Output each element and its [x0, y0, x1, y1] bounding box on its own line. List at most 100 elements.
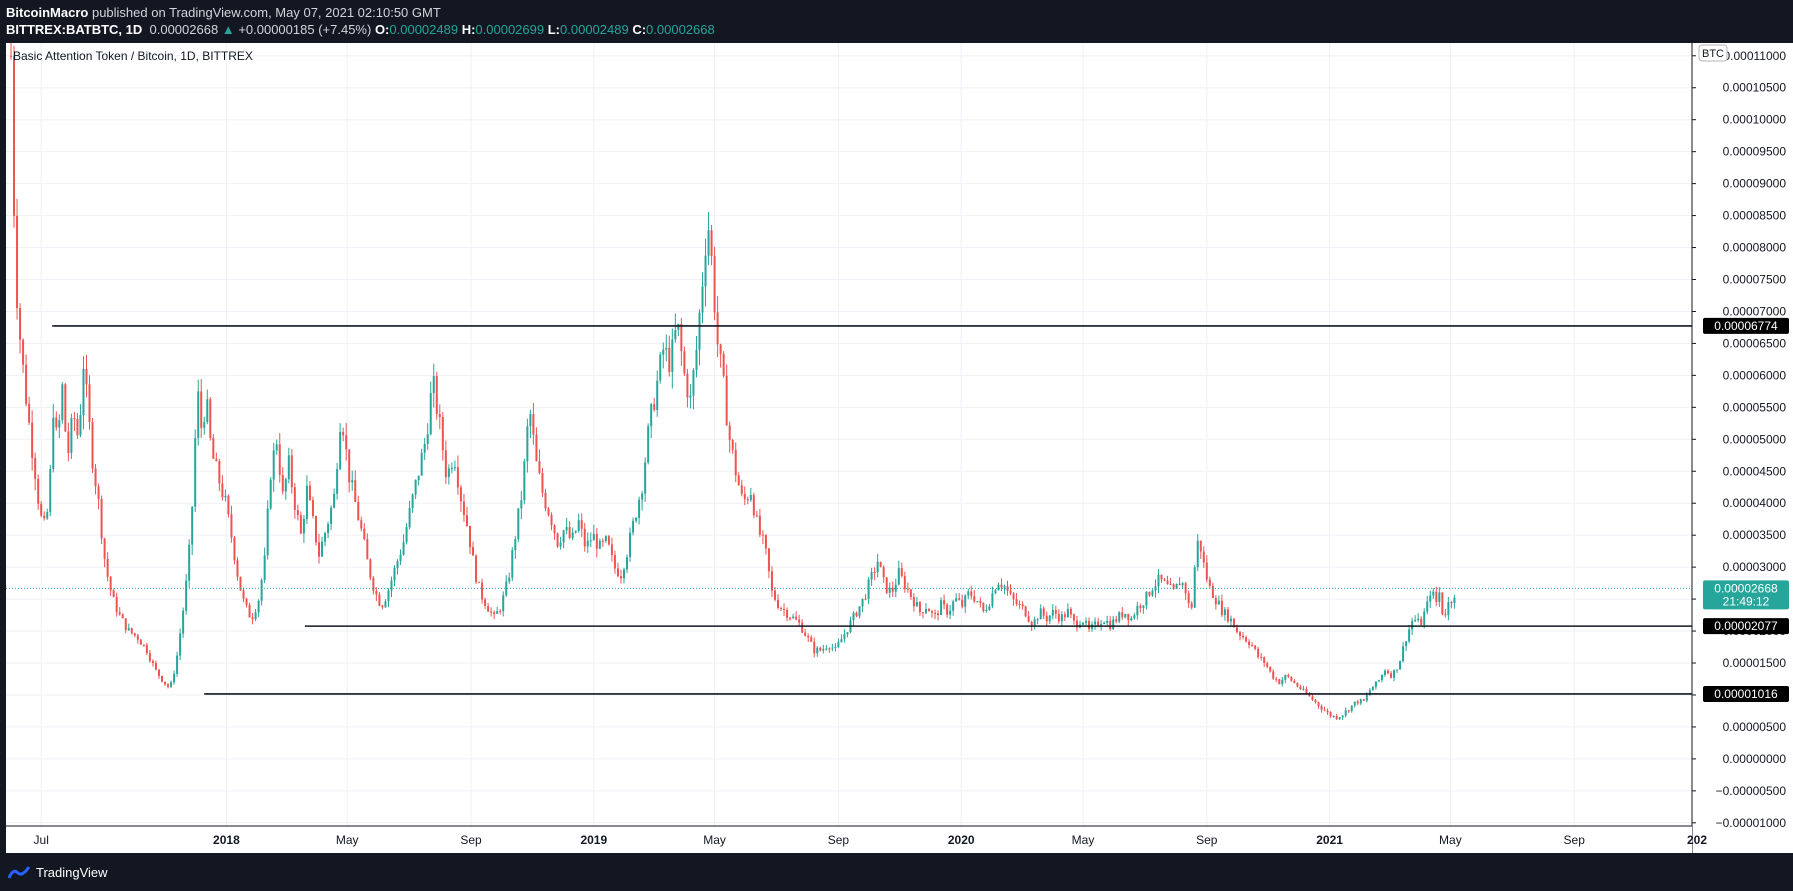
candle-body: [1193, 567, 1196, 608]
currency-badge[interactable]: BTC: [1702, 48, 1724, 60]
chart-area[interactable]: 0.00011000 0.00010500 0.00010000 0.00009500…: [6, 39, 1793, 853]
candle-body: [1353, 701, 1356, 706]
candle-body: [133, 633, 136, 636]
candle-body: [1121, 612, 1124, 618]
candle-body: [1344, 710, 1347, 716]
candle-body: [689, 395, 692, 398]
candle-body: [160, 675, 163, 682]
candle-body: [118, 612, 121, 615]
candle-body: [1033, 619, 1036, 627]
y-tick-label: 0.00007000: [1723, 304, 1787, 318]
candle-body: [438, 414, 441, 418]
candle-body: [1426, 601, 1429, 612]
candle-body: [586, 540, 589, 547]
candle-body: [861, 598, 864, 607]
candle-body: [777, 599, 780, 608]
candle-body: [783, 608, 786, 610]
candle-body: [360, 520, 363, 529]
candle-body: [629, 532, 632, 558]
candlestick-chart[interactable]: 0.00011000 0.00010500 0.00010000 0.00009500…: [6, 39, 1793, 853]
candle-body: [34, 458, 37, 479]
candle-body: [647, 426, 650, 463]
candle-body: [1254, 645, 1257, 649]
candle-body: [931, 611, 934, 613]
price-scale-background: [1692, 43, 1793, 853]
x-tick-label: May: [703, 833, 726, 847]
symbol-label[interactable]: BITTREX:BATBTC, 1D: [6, 22, 143, 37]
candle-body: [1097, 621, 1100, 626]
y-tick-label: 0.00010500: [1723, 81, 1787, 95]
candle-body: [831, 647, 834, 649]
time-scale[interactable]: Jul 2018 May Sep 2019 May Sep 2020 May Sep 2021 May…: [34, 833, 1708, 847]
candle-body: [1444, 614, 1447, 616]
candle-body: [97, 486, 100, 499]
candle-body: [1178, 583, 1181, 586]
x-tick-label: Sep: [1196, 833, 1218, 847]
candle-body: [897, 568, 900, 585]
candle-body: [619, 576, 622, 579]
candle-body: [1163, 579, 1166, 581]
candle-body: [716, 312, 719, 345]
candle-body: [786, 609, 789, 618]
candle-body: [994, 590, 997, 594]
candle-body: [1281, 679, 1284, 685]
x-tick-label: 2021: [1316, 833, 1343, 847]
candle-body: [1335, 715, 1338, 719]
candle-body: [411, 494, 414, 508]
x-tick-label: Sep: [460, 833, 482, 847]
candle-body: [290, 455, 293, 488]
horizontal-lines[interactable]: [52, 325, 1692, 695]
candle-body: [1350, 705, 1353, 712]
candle-body: [85, 368, 88, 385]
candle-body: [233, 537, 236, 561]
candle-body: [662, 349, 665, 355]
tradingview-logo[interactable]: TradingView: [8, 865, 108, 880]
candle-body: [459, 487, 462, 502]
candle-body: [873, 571, 876, 573]
publisher-name[interactable]: BitcoinMacro: [6, 5, 89, 20]
y-tick-label: 0.00011000: [1723, 49, 1786, 63]
candle-body: [695, 349, 698, 371]
candle-body: [1326, 710, 1329, 713]
candle-body: [1202, 551, 1205, 563]
candle-body: [1347, 710, 1350, 712]
candle-body: [342, 431, 345, 436]
candle-body: [1317, 702, 1320, 707]
candle-body: [281, 474, 284, 492]
candle-body: [378, 594, 381, 606]
candle-body: [1169, 583, 1172, 585]
candle-body: [719, 344, 722, 354]
candle-body: [1175, 583, 1178, 589]
candle-body: [103, 538, 106, 559]
x-tick-label: Jul: [34, 833, 49, 847]
x-tick-label: May: [1072, 833, 1095, 847]
candle-body: [314, 515, 317, 543]
candle-body: [1368, 690, 1371, 695]
y-tick-label: 0.00009000: [1723, 177, 1787, 191]
x-tick-label: 2019: [580, 833, 607, 847]
candle-body: [58, 420, 61, 428]
candle-body: [1015, 599, 1018, 604]
candle-body: [770, 571, 773, 591]
candle-body: [571, 532, 574, 538]
candle-body: [698, 312, 701, 350]
candle-body: [804, 632, 807, 636]
y-tick-label: 0.00006000: [1723, 368, 1787, 382]
candle-body: [31, 422, 34, 459]
candle-body: [1124, 613, 1127, 618]
candle-body: [1115, 619, 1118, 622]
candle-body: [1332, 715, 1335, 717]
candle-body: [330, 507, 333, 524]
candle-body: [88, 384, 91, 423]
currency-badge-frame[interactable]: [1698, 44, 1728, 62]
candle-body: [305, 485, 308, 519]
candle-body: [505, 581, 508, 596]
candle-body: [622, 569, 625, 579]
candle-body: [1380, 674, 1383, 681]
candle-body: [1075, 620, 1078, 628]
x-tick-label: Sep: [1564, 833, 1586, 847]
grid-lines: [6, 43, 1698, 826]
candle-body: [55, 417, 58, 428]
candle-body: [115, 597, 118, 613]
candle-body: [94, 468, 97, 487]
